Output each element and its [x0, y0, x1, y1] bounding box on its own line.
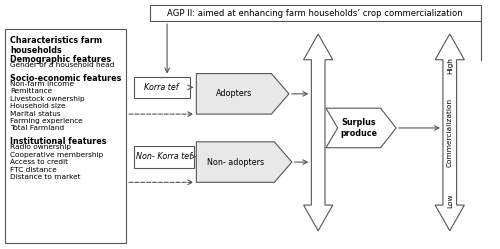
Text: Household size: Household size [10, 103, 66, 109]
Polygon shape [196, 73, 289, 114]
Polygon shape [435, 34, 464, 231]
Text: Total Farmland: Total Farmland [10, 125, 64, 131]
Text: Demographic features: Demographic features [10, 55, 112, 64]
Text: Socio-economic features: Socio-economic features [10, 73, 122, 83]
Bar [134, 76, 190, 98]
Bar [150, 5, 481, 21]
Text: Non- adopters: Non- adopters [207, 158, 264, 167]
Text: Livestock ownership: Livestock ownership [10, 96, 85, 102]
Polygon shape [326, 108, 396, 148]
Text: Radio ownership: Radio ownership [10, 144, 71, 150]
Text: Characteristics farm
households: Characteristics farm households [10, 36, 102, 55]
Text: Commercialization: Commercialization [447, 98, 453, 168]
Text: Cooperative membership: Cooperative membership [10, 152, 104, 158]
Text: AGP II: aimed at enhancing farm households’ crop commercialization: AGP II: aimed at enhancing farm househol… [168, 9, 463, 18]
Text: Non- Korra tef: Non- Korra tef [136, 152, 192, 161]
Bar [6, 29, 126, 243]
Text: Low: Low [447, 194, 453, 208]
Text: Korra tef: Korra tef [144, 83, 179, 92]
Text: Farming experience: Farming experience [10, 118, 83, 124]
Text: Gender of a household head: Gender of a household head [10, 62, 115, 68]
Bar [134, 146, 194, 168]
Text: Non-farm income: Non-farm income [10, 81, 74, 87]
Text: High: High [447, 57, 453, 74]
Text: Institutional features: Institutional features [10, 137, 106, 146]
Text: Remittance: Remittance [10, 88, 52, 94]
Text: Marital status: Marital status [10, 111, 61, 117]
Text: Access to credit: Access to credit [10, 159, 68, 165]
Text: Adopters: Adopters [216, 89, 252, 98]
Text: Surplus
produce: Surplus produce [340, 118, 378, 138]
Polygon shape [196, 142, 292, 182]
Polygon shape [304, 34, 333, 231]
Text: FTC distance: FTC distance [10, 167, 57, 173]
Text: Distance to market: Distance to market [10, 174, 80, 180]
